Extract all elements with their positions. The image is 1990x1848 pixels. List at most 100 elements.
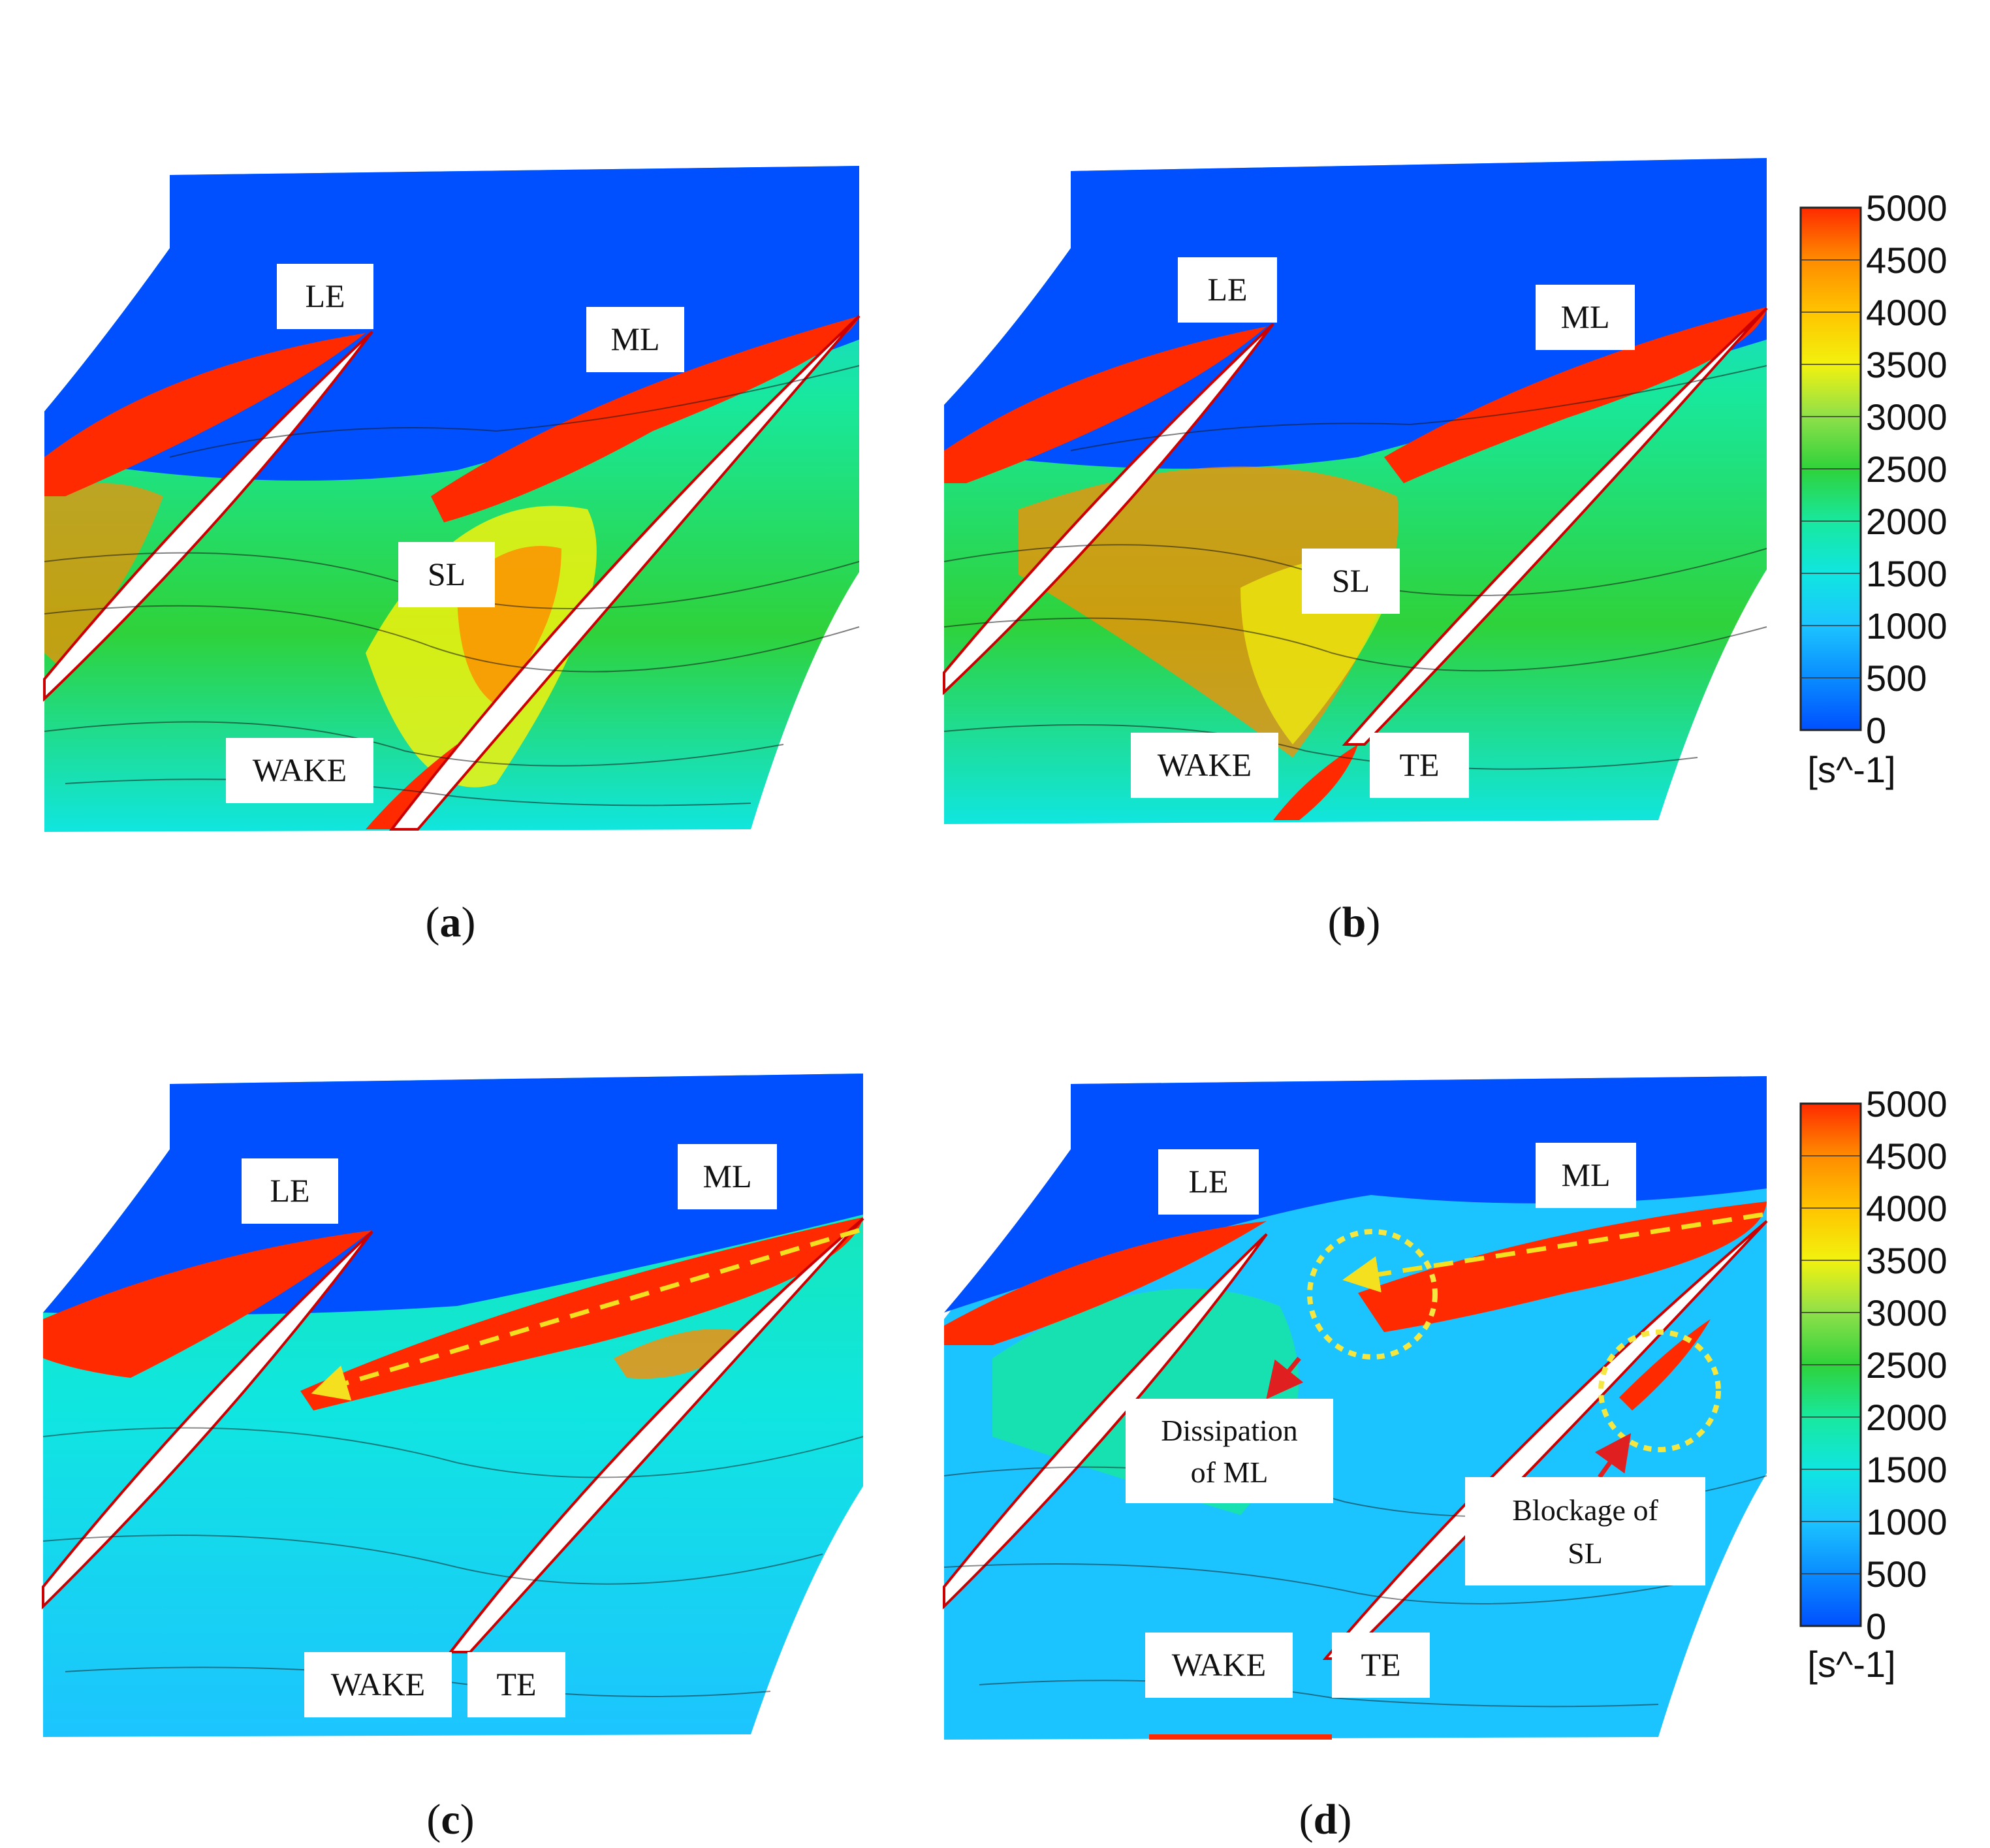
svg-text:LE: LE	[1188, 1163, 1228, 1200]
colorbar-bottom-tick-label: 3500	[1866, 1240, 1948, 1281]
svg-text:LE: LE	[1207, 271, 1247, 308]
svg-text:Blockage of: Blockage of	[1512, 1493, 1658, 1527]
panel-d-wake-red	[1149, 1734, 1332, 1740]
colorbar-top-tick-label: 4000	[1866, 292, 1948, 333]
panel-b: LE ML SL WAKE TE (b)	[943, 158, 1768, 946]
panel-d-label-ml: ML	[1536, 1143, 1636, 1208]
panel-c-label-wake: WAKE	[304, 1652, 452, 1717]
colorbar-top-tick-label: 0	[1866, 710, 1886, 751]
panel-a-label-le: LE	[277, 264, 373, 329]
panel-a: LE ML SL WAKE (a)	[43, 166, 861, 946]
panel-b-ml-vortex	[1384, 307, 1767, 483]
colorbar-top: 5000450040003500300025002000150010005000…	[1799, 187, 1948, 790]
svg-text:SL: SL	[1568, 1537, 1603, 1570]
panel-d-arrow-blockage	[1594, 1433, 1632, 1479]
panel-a-label-ml: ML	[586, 307, 684, 372]
colorbar-top-tick-label: 3000	[1866, 396, 1948, 438]
panel-c-left-vortex	[43, 1230, 372, 1378]
svg-text:LE: LE	[305, 278, 345, 314]
panel-d: LE ML Dissipation of ML Blockage of SL W…	[943, 1076, 1768, 1843]
colorbar-top-tick-label: 4500	[1866, 240, 1948, 281]
panel-b-blade-right	[1342, 307, 1768, 746]
colorbar-top-tick-label: 2000	[1866, 501, 1948, 542]
svg-text:ML: ML	[703, 1158, 752, 1194]
panel-d-caption: (d)	[1299, 1796, 1352, 1843]
colorbar-top-tick-label: 3500	[1866, 344, 1948, 385]
svg-text:LE: LE	[270, 1172, 309, 1209]
panel-c: LE ML WAKE TE (c)	[42, 1074, 864, 1843]
svg-text:WAKE: WAKE	[1172, 1646, 1266, 1683]
panel-b-label-te: TE	[1370, 733, 1469, 798]
colorbar-top-tick-label: 500	[1866, 658, 1927, 699]
colorbar-bottom-tick-label: 1500	[1866, 1449, 1948, 1490]
colorbar-bottom-tick-label: 2000	[1866, 1397, 1948, 1438]
colorbar-top-tick-label: 1500	[1866, 553, 1948, 594]
panel-b-label-le: LE	[1178, 257, 1277, 323]
panel-a-left-orange	[44, 483, 163, 666]
svg-text:TE: TE	[1361, 1646, 1400, 1683]
panel-a-upper-vortex	[44, 333, 366, 496]
colorbar-bottom-tick-label: 1000	[1866, 1501, 1948, 1542]
colorbar-top-tick-label: 5000	[1866, 187, 1948, 229]
colorbar-bottom-tick-label: 500	[1866, 1553, 1927, 1595]
panel-d-label-wake: WAKE	[1145, 1633, 1293, 1698]
svg-text:ML: ML	[611, 321, 660, 357]
svg-text:WAKE: WAKE	[331, 1666, 425, 1702]
panel-a-ml-vortex	[431, 316, 859, 522]
colorbar-top-unit: [s^-1]	[1807, 749, 1895, 790]
panel-c-blade-left	[42, 1230, 373, 1610]
panel-a-label-sl: SL	[398, 542, 495, 607]
svg-text:SL: SL	[428, 556, 466, 592]
svg-text:Dissipation: Dissipation	[1161, 1414, 1298, 1447]
panel-d-ml-vortex	[1358, 1202, 1767, 1332]
panel-d-inflow-region	[944, 1076, 1767, 1313]
panel-a-wake-red	[366, 744, 457, 829]
svg-text:TE: TE	[496, 1666, 536, 1702]
panel-d-label-blockage: Blockage of SL	[1465, 1477, 1705, 1585]
panel-b-label-ml: ML	[1536, 285, 1635, 350]
colorbar-bottom-tick-label: 0	[1866, 1606, 1886, 1647]
panel-c-caption: (c)	[426, 1796, 474, 1843]
panel-d-label-le: LE	[1158, 1149, 1259, 1215]
svg-text:ML: ML	[1561, 298, 1610, 335]
panel-b-label-wake: WAKE	[1131, 733, 1278, 798]
svg-text:SL: SL	[1332, 562, 1370, 599]
panel-c-blade-right	[447, 1217, 864, 1653]
colorbar-bottom-unit: [s^-1]	[1807, 1644, 1895, 1685]
colorbar-bottom: 5000450040003500300025002000150010005000…	[1799, 1083, 1948, 1685]
panel-c-label-le: LE	[242, 1158, 338, 1224]
panel-b-label-sl: SL	[1302, 549, 1400, 614]
panel-d-dashed-arrow	[1342, 1212, 1763, 1293]
panel-d-left-vortex	[944, 1221, 1267, 1345]
panel-b-upper-vortex	[944, 327, 1267, 483]
svg-text:of ML: of ML	[1191, 1456, 1269, 1489]
panel-c-label-te: TE	[467, 1652, 565, 1717]
colorbar-bottom-tick-label: 4500	[1866, 1136, 1948, 1177]
svg-text:WAKE: WAKE	[253, 752, 347, 788]
panel-c-mid-vortex	[614, 1329, 744, 1379]
panel-a-blade-right	[388, 315, 861, 831]
panel-d-label-te: TE	[1332, 1633, 1430, 1698]
svg-text:ML: ML	[1562, 1156, 1611, 1193]
colorbar-top-tick-label: 2500	[1866, 449, 1948, 490]
colorbar-bottom-tick-label: 3000	[1866, 1292, 1948, 1333]
panel-d-circle-ml	[1307, 1229, 1438, 1360]
svg-text:WAKE: WAKE	[1158, 746, 1252, 783]
panel-b-wake-red	[1273, 744, 1358, 820]
panel-b-caption: (b)	[1328, 899, 1381, 946]
colorbar-bottom-tick-label: 2500	[1866, 1345, 1948, 1386]
panel-a-label-wake: WAKE	[226, 738, 373, 803]
colorbar-top-tick-label: 1000	[1866, 605, 1948, 646]
panel-b-blade-left	[943, 323, 1274, 695]
panel-c-contour-lines	[42, 1427, 864, 1697]
panel-a-caption: (a)	[426, 899, 476, 946]
panel-d-arrow-dissipation	[1266, 1356, 1304, 1399]
panel-d-label-dissipation: Dissipation of ML	[1126, 1399, 1333, 1503]
colorbar-bottom-tick-label: 4000	[1866, 1188, 1948, 1229]
panel-d-blade-left	[943, 1233, 1268, 1610]
svg-text:TE: TE	[1399, 746, 1439, 783]
panel-d-circle-sl	[1598, 1330, 1721, 1452]
colorbar-bottom-tick-label: 5000	[1866, 1083, 1948, 1124]
panel-c-label-ml: ML	[678, 1144, 777, 1209]
